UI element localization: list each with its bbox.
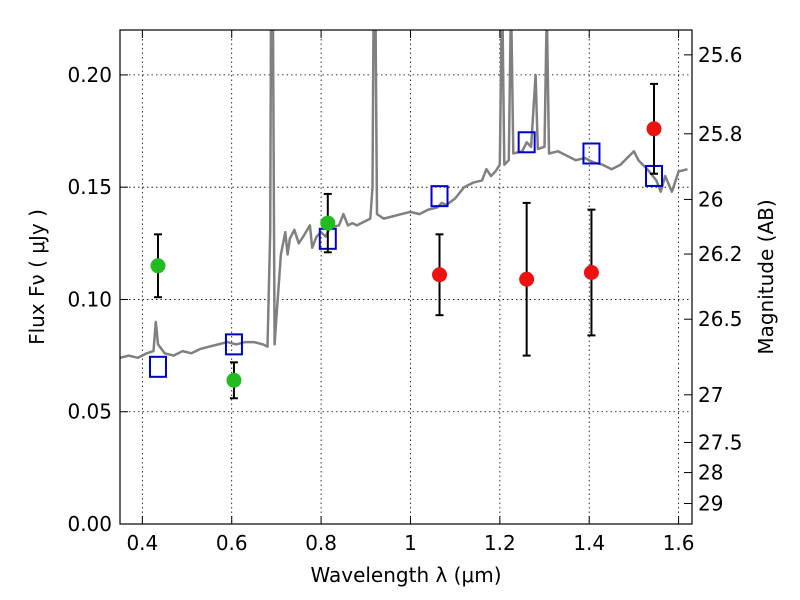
spectrum-line [120, 30, 688, 360]
y-axis-label: Flux Fν ( μJy ) [25, 209, 49, 345]
x-tick-label: 1.2 [484, 531, 516, 555]
model-square-marker [224, 333, 243, 356]
axes-ticks: 0.4 0.6 0.8 1 1.2 1.4 1.6 0.00 0.05 0.10 0.15 0.20 2… [67, 30, 743, 555]
y-tick-label: 0.20 [67, 63, 112, 87]
right-tick-label: 28 [698, 461, 723, 485]
right-tick-label: 25.8 [698, 122, 743, 146]
photometry-point [519, 271, 535, 287]
y-tick-label: 0.15 [67, 175, 112, 199]
right-tick-label: 25.6 [698, 43, 743, 67]
photometry-point [320, 215, 336, 231]
right-tick-label: 27.5 [698, 430, 743, 454]
model-square-marker [582, 142, 601, 165]
photometry-point [226, 372, 242, 388]
photometry-point [583, 265, 599, 281]
x-tick-label: 0.8 [305, 531, 337, 555]
x-tick-label: 0.4 [126, 531, 158, 555]
plot-area [120, 30, 688, 400]
photometry-point [646, 121, 662, 137]
photometry-point [432, 267, 448, 283]
x-tick-label: 0.6 [216, 531, 248, 555]
y-tick-label: 0.05 [67, 400, 112, 424]
right-tick-label: 27 [698, 383, 723, 407]
y-tick-label: 0.10 [67, 287, 112, 311]
model-square-marker [517, 131, 536, 154]
x-tick-label: 1.4 [573, 531, 605, 555]
x-tick-label: 1 [404, 531, 417, 555]
model-square-marker [148, 355, 167, 378]
right-tick-label: 26.5 [698, 307, 743, 331]
x-tick-label: 1.6 [663, 531, 695, 555]
right-tick-label: 29 [698, 492, 723, 516]
y-tick-label: 0.00 [67, 512, 112, 536]
model-square-marker [430, 185, 449, 208]
right-tick-label: 26.2 [698, 242, 743, 266]
photometry-point [150, 258, 166, 274]
right-tick-label: 26 [698, 187, 723, 211]
plot-series [120, 30, 688, 400]
right-axis-label: Magnitude (AB) [754, 199, 778, 354]
x-axis-label: Wavelength λ (μm) [310, 563, 501, 587]
plot-frame [119, 29, 693, 525]
